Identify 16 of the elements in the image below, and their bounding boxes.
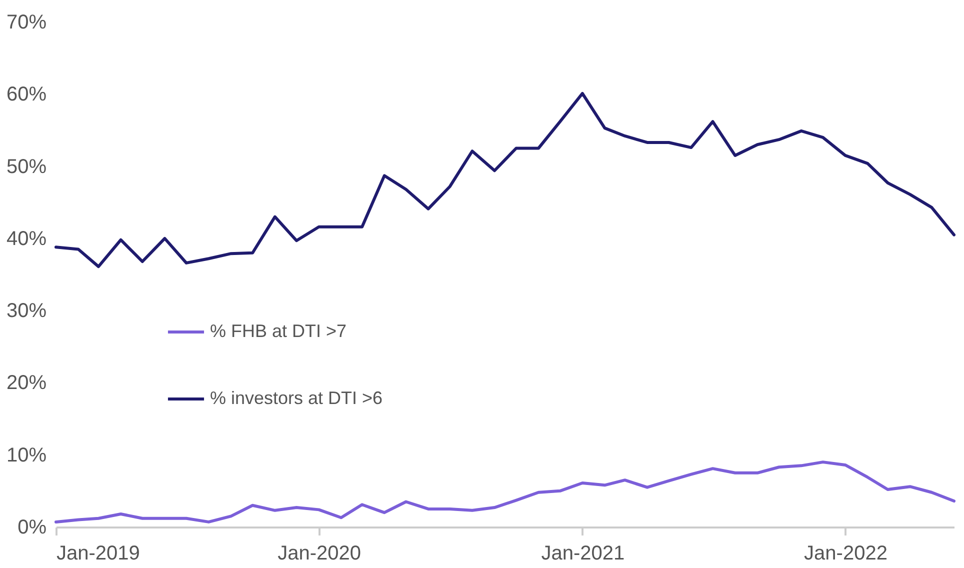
y-tick-label: 10% bbox=[6, 444, 47, 466]
line-series bbox=[54, 460, 956, 524]
y-tick-label: 20% bbox=[6, 372, 47, 394]
y-tick-label: 30% bbox=[6, 300, 47, 322]
x-tick-label: Jan-2020 bbox=[278, 542, 362, 564]
y-tick-label: 0% bbox=[18, 516, 47, 538]
x-tick-label: Jan-2021 bbox=[541, 542, 625, 564]
y-tick-label: 40% bbox=[6, 228, 47, 250]
line-series bbox=[54, 92, 956, 268]
y-tick-label: 70% bbox=[6, 12, 47, 34]
y-tick-label: 50% bbox=[6, 156, 47, 178]
y-tick-label: 60% bbox=[6, 84, 47, 106]
x-tick-label: Jan-2019 bbox=[56, 542, 140, 564]
legend-label: % investors at DTI >6 bbox=[210, 388, 383, 408]
legend-label: % FHB at DTI >7 bbox=[210, 321, 347, 341]
x-tick-label: Jan-2022 bbox=[804, 542, 888, 564]
